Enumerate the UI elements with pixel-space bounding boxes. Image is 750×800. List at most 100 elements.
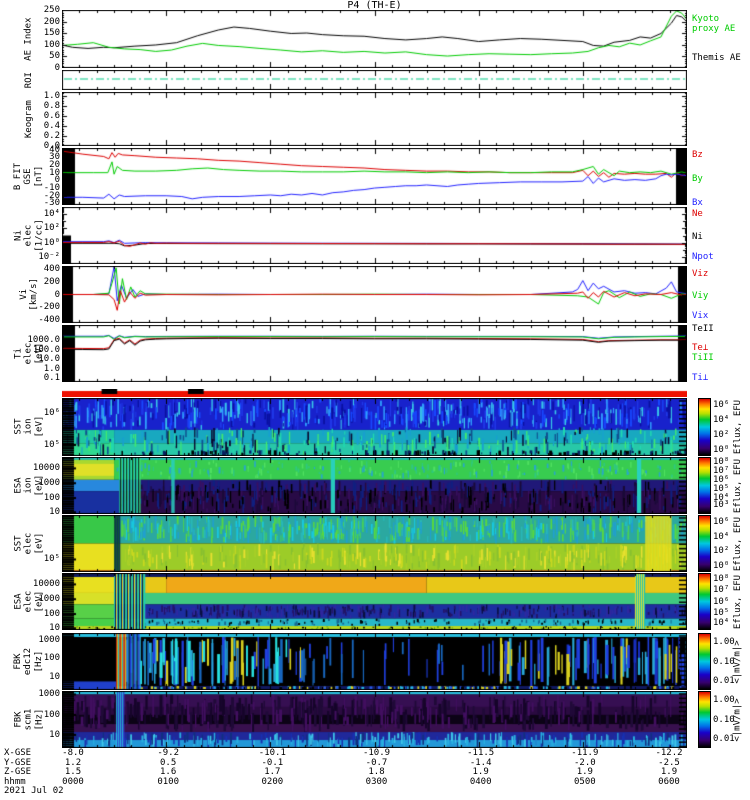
vi-legend-2: Vix [692, 312, 750, 321]
fbk_edc12-canvas [62, 633, 687, 690]
fbk_scm1-ytick-0: 1000 [14, 690, 60, 699]
plot-figure: P4 (TH-E) AE Index 250 200 150 100 50 0 Kyoto pr… [0, 0, 750, 800]
sst_ion-ytick-0: 10⁶ [14, 409, 60, 418]
ae-ytick-2: 150 [14, 29, 60, 38]
ae-ytick-5: 0 [14, 64, 60, 73]
esa_ion-canvas [62, 457, 687, 514]
ephemeris-value-hhmm-1: 0100 [136, 778, 200, 787]
ae-ytick-0: 250 [14, 6, 60, 15]
ephemeris-value-hhmm-4: 0400 [449, 778, 513, 787]
vi-ytick-2: 0 [14, 291, 60, 300]
ephemeris-value-x-4: -11.5 [449, 749, 513, 758]
ephemeris-value-x-1: -9.2 [136, 749, 200, 758]
sst_ion-ylabel-text: SST ion [eV] [13, 416, 44, 438]
ni-ytick-1: 10² [14, 224, 60, 233]
fbk_edc12-colorbar [698, 633, 711, 690]
esa_ion-ytick-0: 10000 [14, 464, 60, 473]
keo-ytick-2: 0.6 [14, 112, 60, 121]
keo-ytick-4: 0.2 [14, 132, 60, 141]
ephemeris-value-x-0: -8.0 [41, 749, 105, 758]
fbk_scm1-colorbar [698, 691, 711, 748]
vi-ytick-4: -400 [14, 316, 60, 325]
ni-legend-1: Ni [692, 233, 750, 242]
b-ytick-7: -30 [14, 199, 60, 208]
sst_ion-cbunit: Eflux, EFU [729, 398, 747, 456]
ephemeris-value-hhmm-6: 0600 [637, 778, 701, 787]
ae-ytick-4: 50 [14, 52, 60, 61]
ephemeris-value-hhmm-2: 0200 [240, 778, 304, 787]
fbk_scm1-canvas [62, 691, 687, 748]
date-label: 2021 Jul 02 [4, 787, 64, 796]
ti-ytick-0: 1000.0 [14, 336, 60, 345]
esa_elec-ytick-3: 10 [14, 624, 60, 633]
keo-ytick-0: 1.0 [14, 92, 60, 101]
sst_elec-ytick-0: 10⁵ [14, 555, 60, 564]
ae-ytick-3: 100 [14, 41, 60, 50]
esa_elec-colorbar [698, 573, 711, 630]
roi-ylabel: ROI [0, 70, 58, 90]
esa_ion-cbunit-text: Eflux, EFU [733, 458, 743, 512]
roi-canvas [62, 70, 687, 90]
ae-ytick-1: 200 [14, 18, 60, 27]
ti-legend-0: TeII [692, 325, 750, 334]
esa_ion-ytick-1: 1000 [14, 479, 60, 488]
vi-canvas [62, 266, 687, 323]
fbk_scm1-ytick-1: 100 [14, 711, 60, 720]
esa_elec-ytick-1: 1000 [14, 595, 60, 604]
esa_elec-cbunit: Eflux, EFU [729, 573, 747, 630]
vi-legend-1: Viy [692, 292, 750, 301]
sst_elec-cbunit-text: Eflux, EFU [733, 516, 743, 570]
ti-ytick-4: 0.1 [14, 374, 60, 383]
sst_ion-canvas [62, 398, 687, 456]
ephemeris-value-hhmm-0: 0000 [41, 778, 105, 787]
ti-canvas [62, 325, 687, 382]
vi-ytick-0: 400 [14, 265, 60, 274]
sst_ion-colorbar [698, 398, 711, 456]
ephemeris-row-label-x: X-GSE [4, 749, 31, 758]
b-legend-2: Bx [692, 199, 750, 208]
fbk_edc12-ytick-0: 1000 [14, 636, 60, 645]
vi-ytick-3: -200 [14, 303, 60, 312]
fbk_scm1-cbunit-text: <|mV/m|> [733, 698, 743, 741]
sst_ion-cbunit-text: Eflux, EFU [733, 400, 743, 454]
esa_ion-ytick-2: 100 [14, 494, 60, 503]
ephemeris-value-x-2: -10.1 [240, 749, 304, 758]
keo-ytick-3: 0.4 [14, 122, 60, 131]
ephemeris-value-z-5: 1.9 [553, 768, 617, 777]
vi-ytick-1: 200 [14, 278, 60, 287]
ephemeris-value-x-5: -11.9 [553, 749, 617, 758]
esa_elec-cbunit-text: Eflux, EFU [733, 574, 743, 628]
esa_ion-cbunit: Eflux, EFU [729, 457, 747, 514]
b-legend-1: By [692, 175, 750, 184]
ae-canvas [62, 10, 687, 68]
ephemeris-value-z-3: 1.8 [345, 768, 409, 777]
ae-legend-2: Themis AE [692, 54, 750, 63]
sst_elec-cbunit: Eflux, EFU [729, 515, 747, 572]
ti-legend-3: Ti⊥ [692, 374, 750, 383]
vi-legend-0: Viz [692, 270, 750, 279]
ephemeris-value-z-1: 1.6 [136, 768, 200, 777]
fbk_edc12-cbunit-text: <|mV/m|> [733, 640, 743, 683]
ephemeris-value-z-0: 1.5 [41, 768, 105, 777]
ae-legend-0: Kyoto [692, 15, 750, 24]
ephemeris-value-x-6: -12.2 [637, 749, 701, 758]
ae-legend-1: proxy AE [692, 25, 750, 34]
esa_elec-ytick-2: 100 [14, 610, 60, 619]
ti-legend-2: TiII [692, 354, 750, 363]
b-canvas [62, 148, 687, 205]
ephemeris-row-label-hhmm: hhmm [4, 778, 26, 787]
ni-legend-2: Npot [692, 253, 750, 262]
ni-ytick-0: 10⁴ [14, 210, 60, 219]
sst_elec-ylabel-text: SST elec [eV] [13, 533, 44, 555]
ni-ytick-3: 10⁻² [14, 253, 60, 262]
sst_ion-ytick-1: 10⁵ [14, 441, 60, 450]
ti-ytick-2: 10.0 [14, 355, 60, 364]
ephemeris-value-z-2: 1.7 [240, 768, 304, 777]
ephemeris-value-x-3: -10.9 [345, 749, 409, 758]
roi-ylabel-text: ROI [24, 72, 34, 88]
fbk_edc12-cbunit: <|mV/m|> [729, 633, 747, 690]
fbk_edc12-ytick-1: 100 [14, 654, 60, 663]
keo-ytick-1: 0.8 [14, 102, 60, 111]
ni-ytick-2: 10⁰ [14, 239, 60, 248]
roi-mode-bar [62, 389, 687, 397]
